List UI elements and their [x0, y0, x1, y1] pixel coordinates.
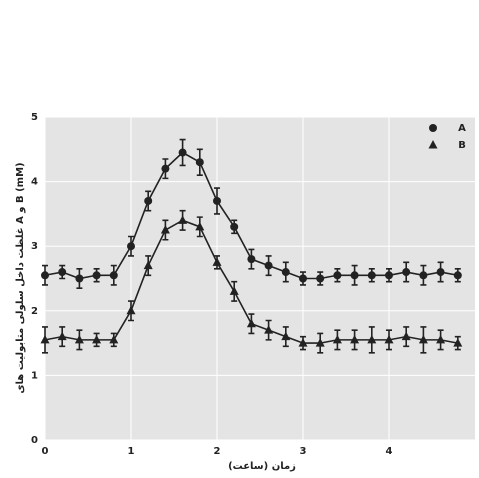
data-point — [230, 222, 239, 231]
legend-label: B — [458, 140, 466, 151]
data-point — [316, 274, 325, 283]
x-tick-label: 0 — [42, 446, 49, 457]
data-point — [315, 338, 325, 347]
data-point — [57, 331, 67, 341]
data-point — [75, 274, 84, 283]
data-point — [144, 196, 153, 205]
data-point — [160, 225, 170, 234]
data-point — [419, 271, 428, 280]
legend-marker — [428, 140, 438, 149]
data-point — [58, 268, 67, 277]
data-point — [109, 334, 119, 344]
data-point — [195, 158, 204, 167]
y-tick-label: 3 — [31, 241, 38, 252]
data-point — [161, 164, 170, 173]
data-point — [126, 305, 136, 315]
data-point — [350, 334, 360, 344]
data-point — [281, 331, 291, 341]
data-point — [195, 221, 205, 231]
data-point — [453, 271, 462, 280]
data-point — [92, 271, 101, 280]
data-point — [74, 334, 84, 344]
data-point — [367, 271, 376, 280]
data-point — [436, 334, 446, 344]
data-point — [418, 334, 428, 344]
data-point — [402, 268, 411, 277]
data-point — [92, 334, 102, 344]
data-point — [143, 260, 153, 270]
data-point — [384, 334, 394, 344]
data-point — [367, 334, 377, 344]
x-tick-label: 4 — [386, 446, 393, 457]
data-point — [298, 338, 308, 347]
legend-marker — [429, 124, 437, 132]
data-point — [264, 325, 274, 334]
y-tick-label: 4 — [31, 177, 38, 188]
data-point — [332, 334, 342, 344]
data-point — [436, 268, 445, 277]
data-point — [40, 334, 50, 344]
data-point — [333, 271, 342, 280]
y-tick-label: 1 — [31, 370, 38, 381]
data-point — [229, 286, 239, 295]
data-point — [385, 271, 393, 280]
data-point — [178, 148, 187, 157]
data-point — [401, 331, 411, 341]
data-point — [453, 338, 463, 347]
y-tick-label: 2 — [31, 306, 38, 317]
legend-label: A — [458, 123, 466, 134]
data-point — [213, 196, 221, 205]
x-axis-label: زمان (ساعت) — [228, 461, 296, 472]
data-point — [212, 257, 222, 266]
data-point — [350, 271, 359, 280]
data-point — [281, 268, 290, 277]
y-tick-label: 0 — [31, 435, 38, 446]
data-point — [127, 242, 135, 251]
data-point — [178, 215, 188, 224]
x-tick-label: 2 — [214, 446, 221, 457]
data-point — [299, 274, 307, 283]
x-tick-label: 1 — [128, 446, 135, 457]
plot-area — [45, 117, 475, 440]
y-axis-label: غلظت داخل سلولی متابولیت های A و B (mM) — [15, 162, 26, 393]
data-point — [109, 271, 118, 280]
y-tick-label: 5 — [31, 112, 38, 123]
data-point — [41, 271, 49, 280]
data-point — [246, 318, 256, 328]
data-point — [264, 261, 273, 270]
data-point — [247, 255, 256, 264]
x-tick-label: 3 — [300, 446, 307, 457]
